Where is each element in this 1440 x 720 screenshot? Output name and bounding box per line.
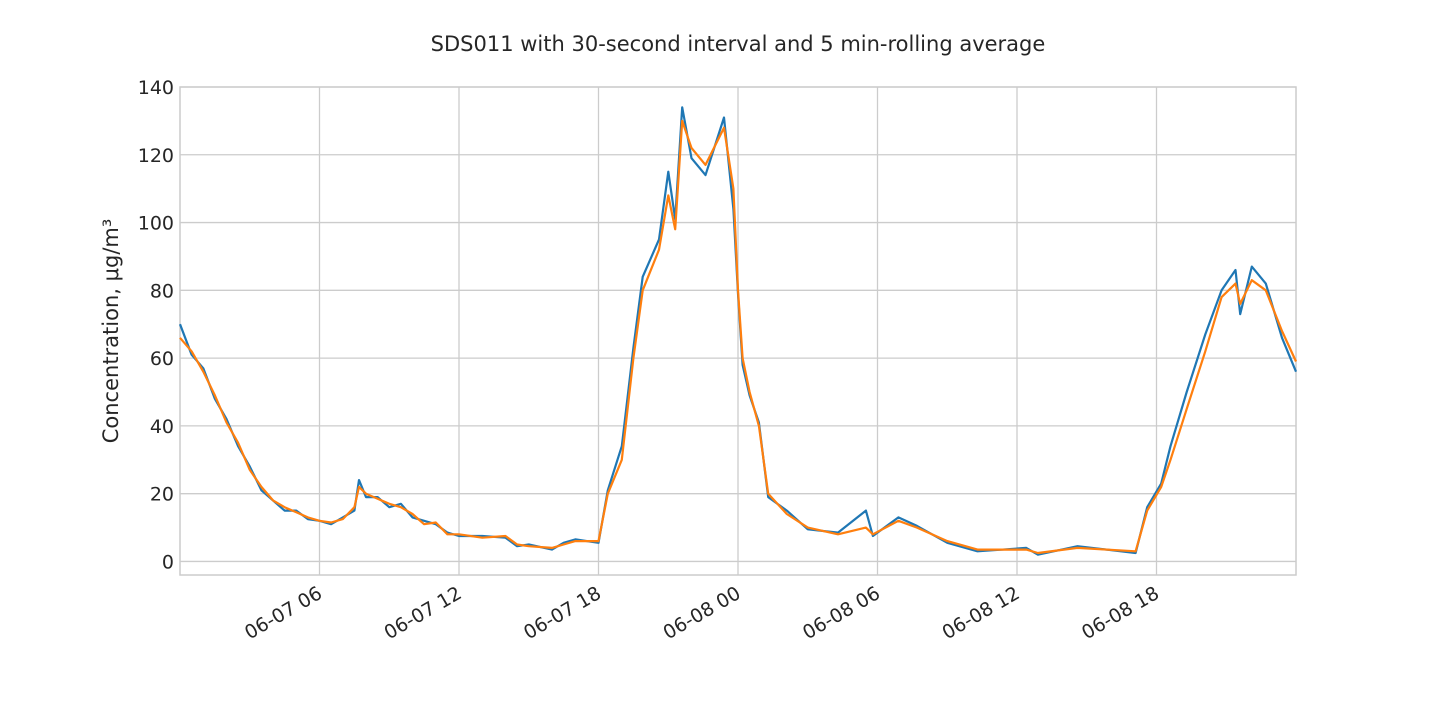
y-tick-label: 80	[150, 280, 174, 302]
y-tick-label: 40	[150, 416, 174, 438]
y-tick-label: 0	[162, 551, 174, 573]
y-tick-label: 140	[138, 77, 174, 99]
plot-frame	[179, 86, 1297, 576]
chart-title: SDS011 with 30-second interval and 5 min…	[431, 32, 1046, 56]
y-tick-label: 60	[150, 348, 174, 370]
y-tick-label: 20	[150, 484, 174, 506]
y-tick-label: 120	[138, 145, 174, 167]
y-axis-label: Concentration, μg/m³	[99, 219, 123, 444]
line-series	[179, 119, 1297, 555]
y-tick-label: 100	[138, 213, 174, 235]
